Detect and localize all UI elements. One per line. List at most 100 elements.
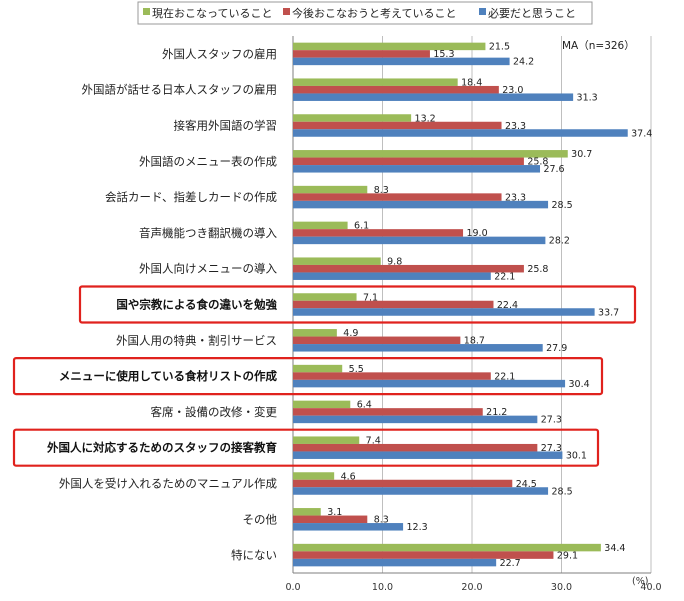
value-label: 12.3 <box>407 522 428 533</box>
bar-current <box>293 42 486 51</box>
bar-needed <box>293 57 510 66</box>
value-label: 8.3 <box>374 515 389 526</box>
bar-planned <box>293 443 538 452</box>
value-label: 34.4 <box>604 543 625 554</box>
highlight-frame <box>12 357 604 396</box>
bar-current <box>293 543 601 552</box>
value-label: 28.5 <box>551 486 572 497</box>
bar-needed <box>293 236 546 245</box>
category-label: 接客用外国語の学習 <box>174 119 278 133</box>
value-label: 28.5 <box>551 200 572 211</box>
value-label: 6.1 <box>354 221 369 232</box>
value-label: 27.3 <box>541 443 562 454</box>
unit-label: (%) <box>632 576 648 587</box>
value-label: 27.9 <box>546 343 567 354</box>
category-label: 外国人スタッフの雇用 <box>162 47 277 61</box>
value-label: 24.2 <box>513 57 534 68</box>
bar-current <box>293 114 412 122</box>
bar-planned <box>293 479 513 488</box>
legend-box <box>137 1 593 25</box>
value-labels: 21.5 15.3 24.2 18.4 23.0 31.3 13.2 23.3 37.4 30.7… <box>327 42 652 569</box>
bar-planned <box>293 336 461 345</box>
bar-needed <box>293 344 543 352</box>
category-label: 音声機能つき翻訳機の導入 <box>139 226 277 240</box>
value-label: 22.4 <box>497 300 518 311</box>
category-label: 会話カード、指差しカードの作成 <box>105 190 278 204</box>
x-tick-label: 0.0 <box>285 582 300 593</box>
value-label: 19.0 <box>466 228 487 239</box>
value-label: 27.6 <box>543 164 564 175</box>
highlight-frame <box>78 285 637 324</box>
bar-current <box>293 257 381 265</box>
value-label: 13.2 <box>415 113 436 124</box>
bar-needed <box>293 272 491 280</box>
value-label: 23.0 <box>502 85 523 96</box>
value-label: 27.3 <box>541 415 562 426</box>
value-label: 22.1 <box>494 271 515 282</box>
bar-planned <box>293 372 491 380</box>
category-label: 特にない <box>231 548 277 562</box>
value-label: 7.1 <box>363 292 378 303</box>
bar-needed <box>293 165 541 173</box>
value-label: 4.9 <box>343 328 358 339</box>
value-label: 22.7 <box>500 558 521 569</box>
bar-needed <box>293 415 538 424</box>
value-label: 29.1 <box>557 550 578 561</box>
value-label: 5.5 <box>349 364 364 375</box>
value-label: 37.4 <box>631 128 652 139</box>
bar-planned <box>293 408 483 416</box>
value-label: 33.7 <box>598 307 619 318</box>
category-label: 外国人用の特典・割引サービス <box>116 333 277 347</box>
value-label: 31.3 <box>577 92 598 103</box>
legend-swatch-needed <box>479 8 486 15</box>
x-tick-label: 30.0 <box>551 582 572 593</box>
value-label: 30.1 <box>566 450 587 461</box>
value-label: 21.5 <box>489 42 510 53</box>
value-label: 24.5 <box>516 479 537 490</box>
bar-current <box>293 472 335 480</box>
bar-needed <box>293 129 628 137</box>
bar-current <box>293 329 337 337</box>
category-label: 外国人に対応するためのスタッフの接客教育 <box>46 441 277 455</box>
category-label: 国や宗教による食の違いを勉強 <box>116 298 277 312</box>
value-label: 6.4 <box>357 400 372 411</box>
category-label: 外国人を受け入れるためのマニュアル作成 <box>59 477 278 491</box>
bar-planned <box>293 85 499 94</box>
category-label: メニューに使用している食材リストの作成 <box>59 369 278 383</box>
legend-swatch-current <box>143 8 150 15</box>
bar-current <box>293 364 343 373</box>
x-tick-label: 10.0 <box>372 582 393 593</box>
bar-planned <box>293 264 524 273</box>
value-label: 30.4 <box>569 379 590 390</box>
value-label: 3.1 <box>327 507 342 518</box>
x-tick-label: 40.0 <box>640 582 661 593</box>
bar-current <box>293 293 357 301</box>
sample-note: MA（n=326） <box>562 40 635 52</box>
legend-label-current: 現在おこなっていること <box>152 7 272 20</box>
category-label: 外国人向けメニューの導入 <box>139 262 277 276</box>
value-label: 21.2 <box>486 407 507 418</box>
value-label: 30.7 <box>571 149 592 160</box>
x-tick-label: 20.0 <box>461 582 482 593</box>
value-label: 15.3 <box>433 49 454 60</box>
bar-needed <box>293 523 404 531</box>
value-label: 9.8 <box>387 256 402 267</box>
value-label: 18.4 <box>461 77 482 88</box>
legend: 現在おこなっていること 今後おこなおうと考えていること 必要だと思うこと <box>137 1 593 25</box>
value-label: 25.8 <box>527 264 548 275</box>
bar-needed <box>293 487 549 495</box>
bar-needed <box>293 308 595 316</box>
bar-current <box>293 508 321 516</box>
value-label: 8.3 <box>374 185 389 196</box>
x-axis-ticks: 0.0 10.0 20.0 30.0 40.0 <box>285 582 661 593</box>
bar-current <box>293 78 458 86</box>
category-labels: 外国人スタッフの雇用外国語が話せる日本人スタッフの雇用接客用外国語の学習外国語の… <box>46 47 277 562</box>
bar-planned <box>293 300 494 309</box>
bar-current <box>293 400 351 409</box>
bar-planned <box>293 193 502 201</box>
value-label: 18.7 <box>464 336 485 347</box>
bar-needed <box>293 200 549 209</box>
legend-label-needed: 必要だと思うこと <box>488 7 576 20</box>
bar-planned <box>293 551 554 559</box>
